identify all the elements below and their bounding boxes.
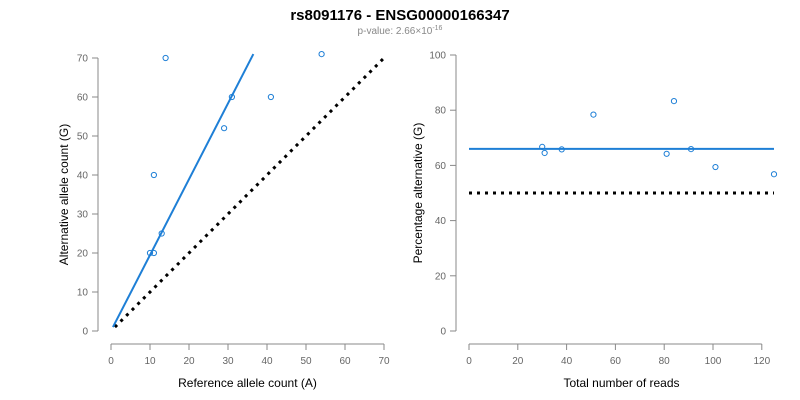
- data-point: [221, 125, 228, 132]
- y-tick-label: 70: [77, 54, 89, 65]
- x-axis-label: Reference allele count (A): [178, 376, 317, 390]
- x-tick-label: 120: [753, 356, 770, 367]
- data-point: [150, 249, 157, 257]
- y-tick-label: 80: [435, 106, 447, 117]
- data-point: [712, 163, 719, 171]
- x-tick-label: 100: [705, 356, 722, 367]
- data-point: [146, 249, 154, 257]
- reference-line: [113, 56, 386, 329]
- x-tick-label: 40: [561, 356, 573, 367]
- x-tick-label: 60: [339, 356, 351, 367]
- data-point: [663, 150, 670, 157]
- y-tick-label: 40: [435, 216, 447, 227]
- data-point: [670, 97, 678, 105]
- data-point: [158, 230, 165, 237]
- y-tick-label: 100: [429, 51, 446, 62]
- y-axis-label: Alternative allele count (G): [57, 124, 71, 265]
- data-point: [267, 93, 274, 101]
- x-tick-label: 70: [378, 356, 390, 367]
- y-tick-label: 60: [435, 161, 447, 172]
- pvalue-exponent: -16: [432, 25, 442, 32]
- data-point: [590, 111, 597, 118]
- data-point: [228, 93, 235, 101]
- pvalue-subtitle: p-value: 2.66×10-16: [358, 25, 443, 37]
- x-tick-label: 80: [659, 356, 671, 367]
- data-point: [770, 171, 778, 178]
- y-tick-label: 60: [77, 93, 89, 104]
- data-point: [162, 54, 169, 62]
- y-tick-label: 10: [77, 288, 89, 299]
- x-axis-label: Total number of reads: [563, 376, 679, 390]
- pvalue-prefix: p-value: 2.66×10: [358, 26, 433, 37]
- data-point: [541, 149, 548, 157]
- fit-line: [112, 53, 255, 328]
- y-tick-label: 0: [440, 327, 446, 338]
- x-tick-label: 20: [183, 356, 195, 367]
- y-tick-label: 20: [435, 271, 447, 282]
- data-point: [558, 146, 565, 153]
- panel-percentage-alternative: 0 20 40 60 80 100 0 20 40 60 80 100 120 Total number …: [411, 51, 778, 390]
- y-tick-label: 20: [77, 249, 89, 260]
- x-tick-label: 60: [610, 356, 622, 367]
- chart-title: rs8091176 - ENSG00000166347: [290, 7, 509, 24]
- data-point: [539, 143, 546, 151]
- x-tick-label: 10: [144, 356, 156, 367]
- x-tick-label: 50: [300, 356, 312, 367]
- y-tick-label: 50: [77, 132, 89, 143]
- y-tick-label: 40: [77, 171, 89, 182]
- panel-allele-counts: 0 10 20 30 40 50 60 70 0 10 20 30 40 50 60 70 Reference …: [57, 51, 390, 390]
- data-point: [687, 146, 695, 153]
- x-tick-label: 0: [466, 356, 472, 367]
- y-tick-label: 30: [77, 210, 89, 221]
- x-tick-label: 30: [222, 356, 234, 367]
- y-axis-label: Percentage alternative (G): [411, 123, 425, 264]
- data-point: [150, 171, 157, 179]
- x-tick-label: 40: [261, 356, 273, 367]
- x-tick-label: 20: [512, 356, 524, 367]
- x-tick-label: 0: [108, 356, 114, 367]
- y-tick-label: 0: [82, 327, 88, 338]
- data-point: [318, 51, 325, 58]
